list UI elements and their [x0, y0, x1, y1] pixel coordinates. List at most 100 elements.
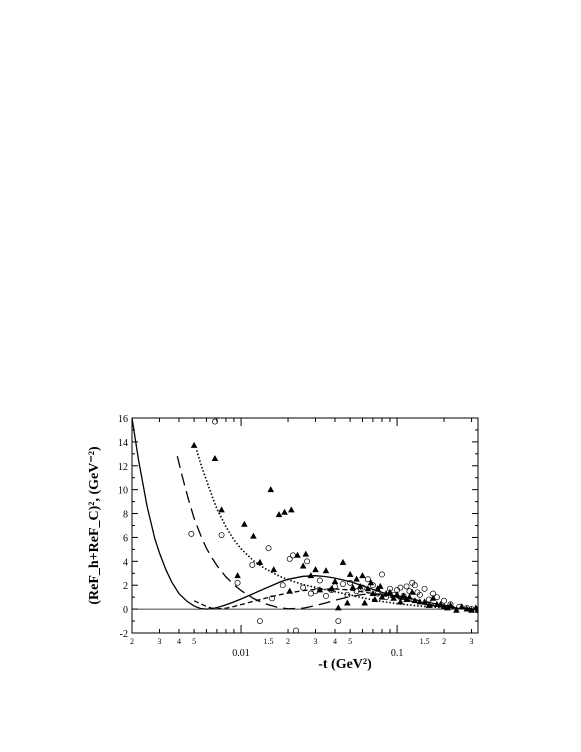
triangle-point: [270, 566, 278, 573]
plot-area: -2 0 2 4 6 8 10 12 14 16 2 3 4 5 1.5 2 3 4 5 1.5 2 3 0.01 0.1: [118, 414, 479, 659]
circle-point: [188, 530, 195, 537]
y-tick-label: 4: [123, 557, 128, 568]
circle-point: [425, 596, 432, 603]
triangle-point: [367, 579, 375, 586]
triangle-point: [250, 532, 257, 539]
curve-solid-line: [132, 418, 478, 610]
triangle-point: [312, 566, 319, 573]
circle-point: [304, 558, 311, 565]
triangle-point: [294, 551, 301, 558]
circle-point: [332, 583, 338, 590]
triangle-point: [359, 572, 366, 579]
x-minor-tick-label: 3: [314, 637, 318, 646]
triangle-point: [349, 584, 357, 591]
triangle-point: [281, 508, 288, 515]
y-axis-label: (ReF_h+ReF_C)², (GeV⁻²): [87, 446, 102, 605]
triangle-point: [346, 570, 354, 577]
x-minor-tick-label: 2: [286, 637, 290, 646]
triangle-point: [400, 592, 407, 599]
y-tick-label: 10: [118, 486, 128, 497]
y-tick-label: 16: [118, 414, 128, 425]
plot-frame: [131, 417, 479, 634]
circle-point: [359, 584, 366, 591]
x-minor-tick-label: 1.5: [420, 637, 430, 646]
triangle-point: [393, 591, 401, 598]
triangle-point: [364, 585, 372, 592]
circle-point: [249, 561, 256, 568]
circle-point: [211, 418, 218, 425]
x-major-tick-label: 0.1: [391, 648, 404, 659]
circle-point: [234, 579, 241, 586]
x-minor-tick-label: 3: [157, 637, 161, 646]
circle-point: [307, 590, 314, 597]
triangle-point: [322, 567, 330, 574]
triangle-point: [339, 558, 347, 565]
x-minor-tick-label: 2: [130, 637, 134, 646]
circle-point: [323, 593, 329, 599]
circle-point: [316, 577, 323, 584]
x-minor-tick-label: 1.5: [264, 637, 274, 646]
circle-point: [256, 618, 263, 625]
circle-point: [344, 591, 351, 598]
triangle-point: [190, 441, 198, 448]
circle-point: [441, 597, 448, 604]
circle-point: [379, 571, 385, 578]
triangle-point: [299, 562, 307, 569]
triangle-point: [425, 601, 433, 608]
y-tick-label: 14: [118, 438, 128, 449]
circle-point: [353, 588, 360, 595]
x-minor-tick-label: 2: [442, 637, 446, 646]
triangle-point: [406, 593, 413, 600]
triangle-point: [331, 578, 339, 585]
circle-point: [400, 593, 407, 599]
circle-point: [430, 590, 437, 597]
circle-point: [218, 532, 225, 539]
circle-point: [265, 545, 272, 552]
triangle-point: [437, 600, 444, 607]
y-tick-label: 12: [118, 462, 128, 473]
circle-point: [406, 588, 413, 595]
circle-point: [416, 591, 423, 598]
circle-point: [403, 583, 410, 590]
circle-point: [456, 603, 463, 610]
circle-point: [397, 584, 404, 591]
triangle-point: [353, 575, 360, 582]
y-tick-label: -2: [120, 629, 128, 640]
circle-point: [279, 582, 286, 589]
circle-point: [390, 591, 397, 598]
curves-group: [132, 418, 478, 610]
triangle-point: [371, 595, 379, 602]
triangle-point: [211, 455, 219, 462]
triangle-point: [328, 585, 335, 592]
markers-group: [188, 418, 478, 633]
circle-point: [347, 579, 354, 586]
triangle-point: [288, 506, 295, 513]
circle-point: [383, 594, 390, 601]
triangle-point: [302, 550, 310, 557]
circle-point: [335, 618, 342, 625]
circle-point: [340, 581, 346, 587]
x-minor-tick-label: 3: [470, 637, 474, 646]
circle-point: [286, 555, 293, 562]
x-minor-tick-label: 5: [348, 637, 352, 646]
triangle-point: [416, 598, 424, 605]
circle-point: [300, 584, 307, 591]
y-tick-label: 6: [123, 533, 128, 544]
triangle-point: [241, 520, 248, 527]
x-major-tick-label: 0.01: [232, 648, 250, 659]
triangle-point: [390, 594, 397, 601]
x-minor-tick-label: 4: [333, 637, 337, 646]
circle-point: [447, 601, 454, 608]
circle-point: [433, 594, 440, 601]
circle-point: [387, 585, 393, 592]
triangle-point: [444, 604, 451, 611]
circle-point: [293, 627, 299, 633]
circle-point: [289, 552, 296, 559]
circle-point: [369, 582, 376, 589]
triangle-point: [421, 598, 428, 605]
triangle-point: [267, 486, 275, 493]
triangle-point: [256, 558, 264, 565]
ticks-group: -2 0 2 4 6 8 10 12 14 16 2 3 4 5 1.5 2 3 4 5 1.5 2 3 0.01 0.1: [118, 414, 478, 659]
circle-point: [421, 585, 428, 592]
